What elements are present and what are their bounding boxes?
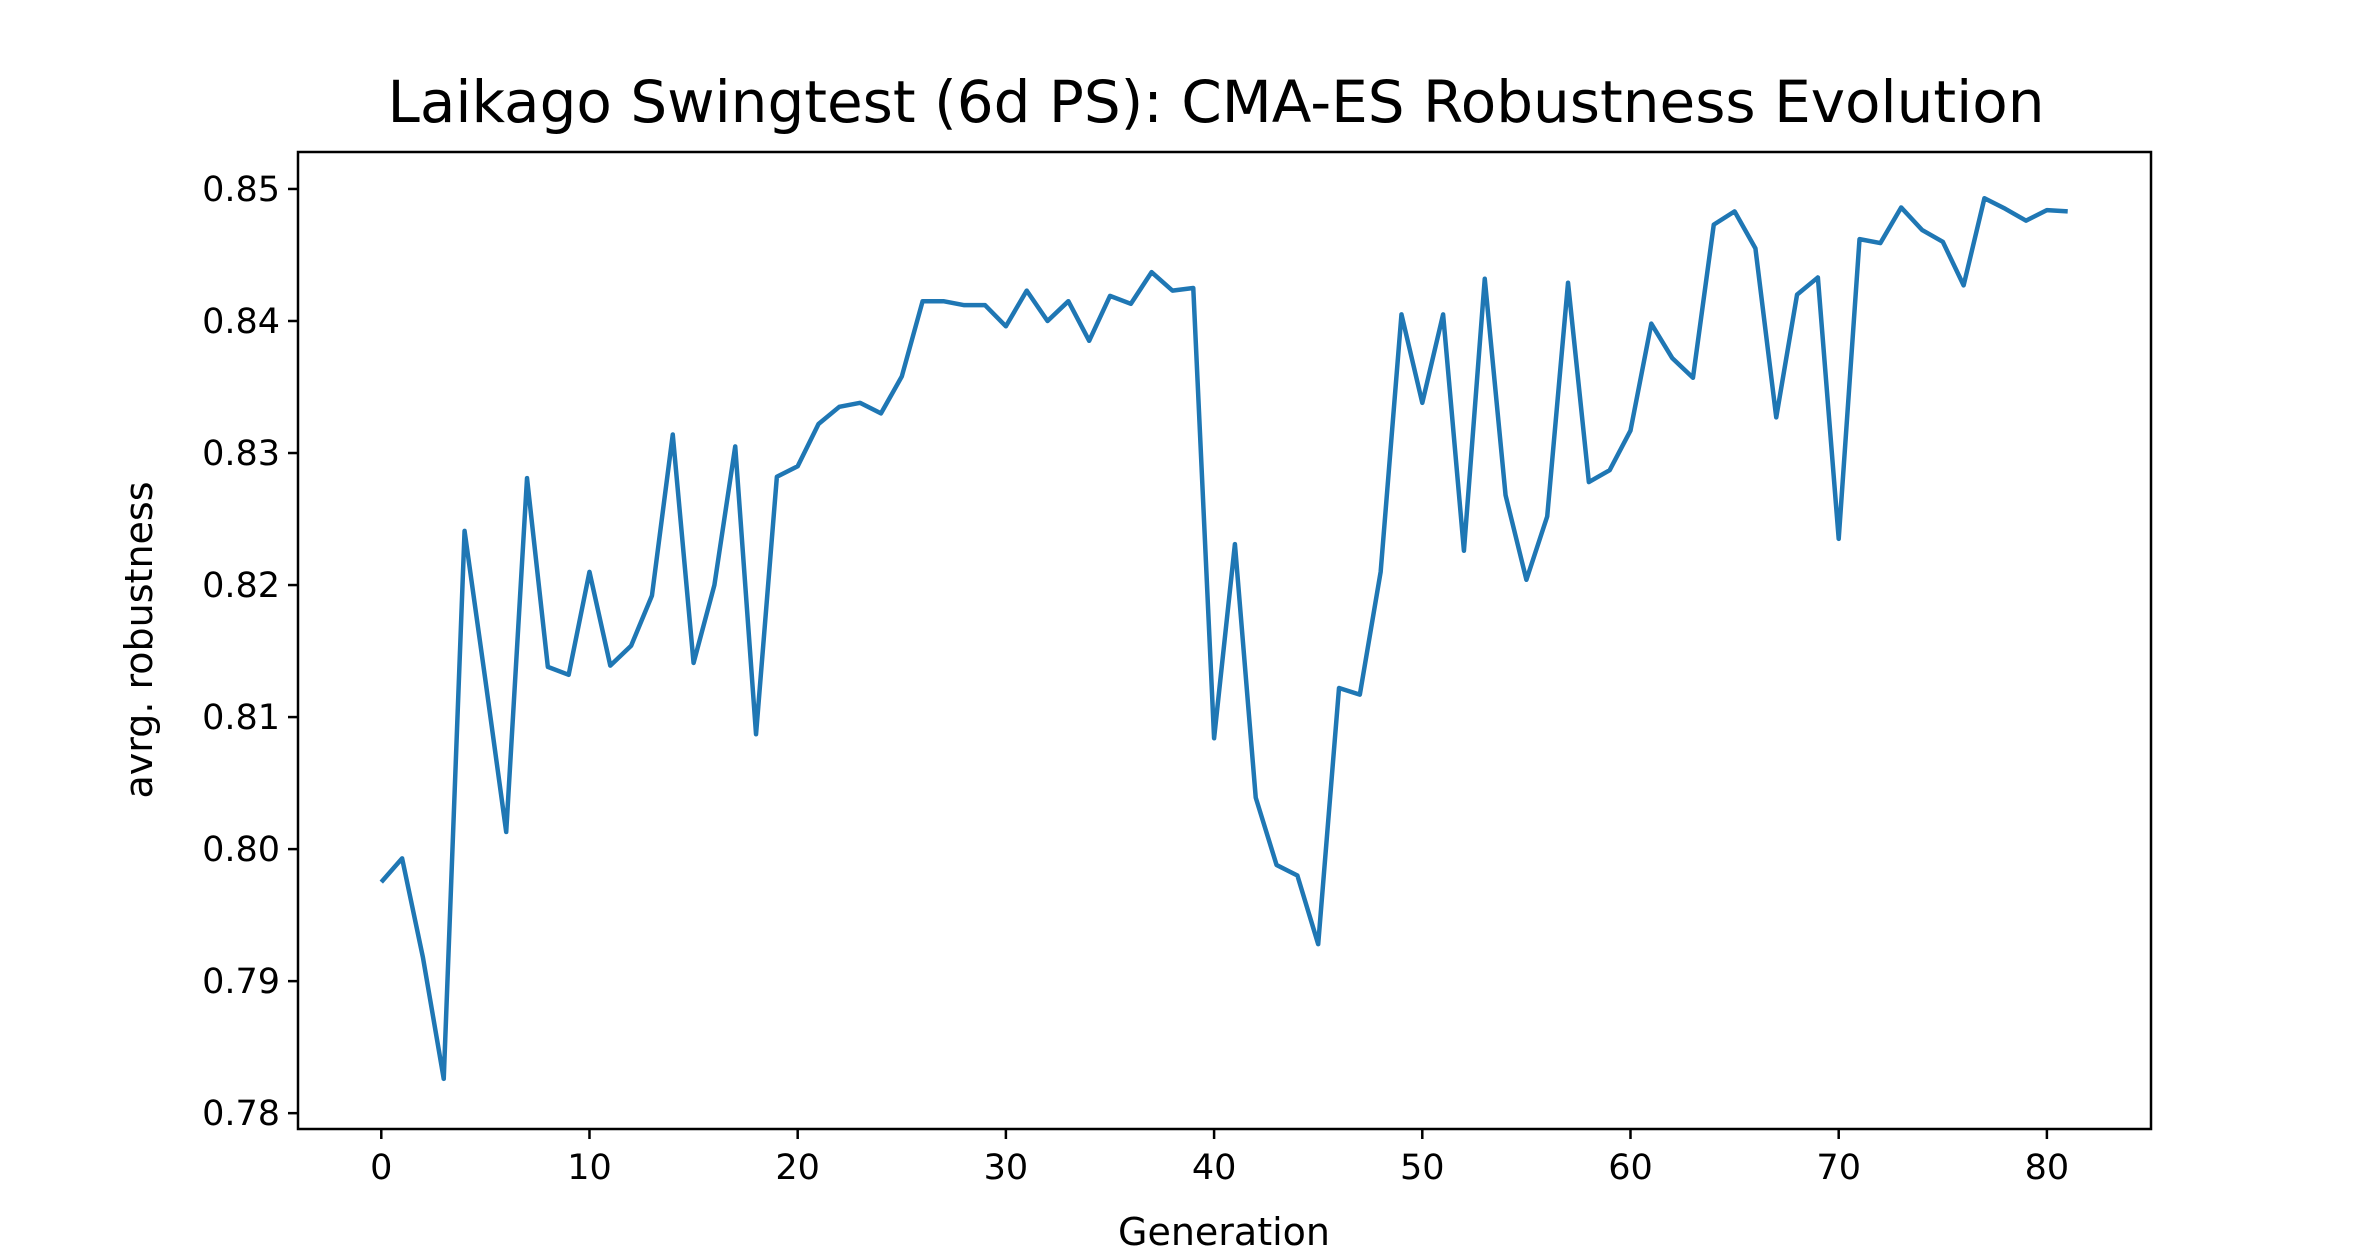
x-axis-label: Generation: [1118, 1210, 1330, 1254]
y-tick-label: 0.81: [202, 698, 280, 738]
x-tick-label: 60: [1608, 1148, 1653, 1188]
y-tick-label: 0.83: [202, 434, 280, 474]
y-tick-label: 0.79: [202, 962, 280, 1002]
x-tick-label: 50: [1400, 1148, 1445, 1188]
x-axis: 0 10 20 30 40 50 60 70 80: [370, 1129, 2069, 1188]
plot-frame: [296, 150, 2153, 1131]
x-tick-label: 10: [567, 1148, 612, 1188]
series-layer: [379, 195, 2068, 1082]
chart-title: Laikago Swingtest (6d PS): CMA-ES Robust…: [388, 68, 2045, 136]
x-tick-label: 40: [1192, 1148, 1237, 1188]
y-tick-label: 0.80: [202, 830, 280, 870]
x-tick-label: 30: [984, 1148, 1029, 1188]
plot-area: 0 10 20 30 40 50 60 70 80 0.780.790.800.810.820.…: [202, 150, 2153, 1188]
x-tick-label: 70: [1816, 1148, 1861, 1188]
y-tick-label: 0.78: [202, 1094, 280, 1134]
y-tick-label: 0.82: [202, 566, 280, 606]
x-tick-label: 0: [370, 1148, 392, 1188]
y-axis: 0.78 0.79 0.80 0.81 0.82 0.83 0.84 0.85: [202, 170, 298, 1134]
series-line-0: [379, 195, 2068, 1082]
x-tick-label: 20: [775, 1148, 820, 1188]
x-tick-label: 80: [2025, 1148, 2070, 1188]
y-tick-label: 0.84: [202, 302, 280, 342]
y-axis-label: avrg. robustness: [117, 481, 161, 798]
y-tick-label: 0.85: [202, 170, 280, 210]
